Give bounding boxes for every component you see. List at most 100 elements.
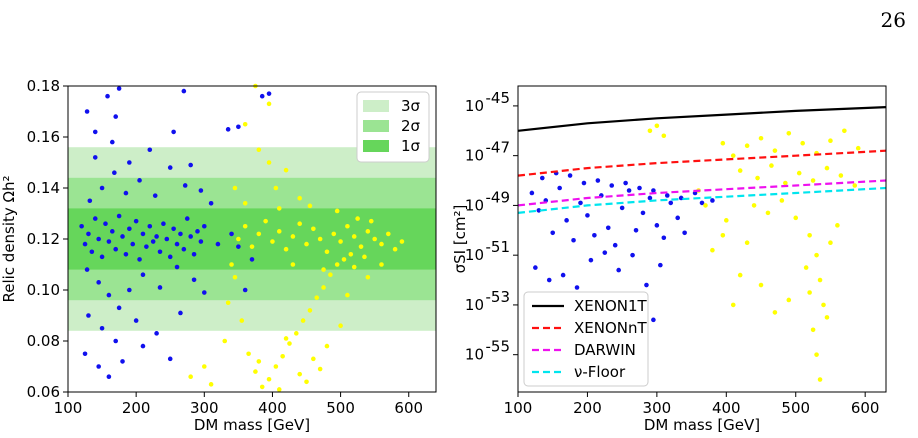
x-tick-label: 500 xyxy=(781,399,810,417)
scatter-point xyxy=(605,225,611,231)
scatter-point xyxy=(786,297,792,303)
scatter-point xyxy=(249,257,255,262)
scatter-point xyxy=(246,351,251,357)
scatter-point xyxy=(201,223,207,229)
scatter-point xyxy=(188,374,193,380)
scatter-point xyxy=(633,227,639,233)
y-axis-label: σSI [cm²] xyxy=(451,205,469,274)
scatter-point xyxy=(140,272,146,278)
scatter-point xyxy=(365,229,371,234)
scatter-point xyxy=(765,210,771,216)
scatter-point xyxy=(273,185,279,191)
scatter-point xyxy=(127,160,132,165)
scatter-point xyxy=(242,287,248,293)
scatter-point xyxy=(280,354,285,359)
scatter-point xyxy=(99,325,105,331)
scatter-point xyxy=(399,239,405,244)
y-tick-exponent: -53 xyxy=(486,288,511,306)
scatter-point xyxy=(208,382,214,387)
scatter-point xyxy=(557,185,562,191)
scatter-point xyxy=(536,208,542,213)
scatter-point xyxy=(92,216,98,221)
scatter-point xyxy=(150,239,156,244)
x-tick-label: 300 xyxy=(190,399,219,417)
scatter-point xyxy=(178,231,183,237)
y-tick-exponent: -55 xyxy=(486,338,511,356)
y-tick-label: 10 xyxy=(465,296,484,314)
scatter-point xyxy=(242,223,248,229)
scatter-point xyxy=(661,133,667,139)
scatter-point xyxy=(99,185,105,191)
scatter-point xyxy=(710,198,715,203)
scatter-point xyxy=(560,272,566,278)
scatter-point xyxy=(84,109,90,114)
y-tick-label: 10 xyxy=(465,97,484,115)
scatter-point xyxy=(116,305,122,311)
scatter-point xyxy=(351,264,357,270)
scatter-point xyxy=(300,318,306,323)
legend-swatch xyxy=(363,120,389,132)
scatter-point xyxy=(113,114,119,119)
scatter-point xyxy=(266,376,272,382)
y-tick-exponent: -51 xyxy=(486,238,511,256)
scatter-point xyxy=(304,241,309,247)
scatter-point xyxy=(724,218,729,223)
scatter-point xyxy=(334,262,340,267)
limit-line xyxy=(517,186,887,214)
legend-swatch xyxy=(363,140,389,152)
scatter-point xyxy=(283,246,289,252)
scatter-point xyxy=(564,218,569,223)
y-tick-label: 0.14 xyxy=(27,179,60,197)
scatter-point xyxy=(266,160,272,165)
scatter-point xyxy=(133,318,139,323)
scatter-point xyxy=(345,292,350,298)
scatter-point xyxy=(84,267,90,272)
scatter-point xyxy=(154,331,159,336)
scatter-point xyxy=(796,170,802,176)
scatter-point xyxy=(89,249,95,255)
scatter-point xyxy=(154,234,159,239)
scatter-point xyxy=(668,200,674,206)
y-tick-label: 0.16 xyxy=(27,128,60,146)
scatter-point xyxy=(682,230,687,236)
scatter-point xyxy=(626,188,632,193)
y-tick-label: 10 xyxy=(465,147,484,165)
scatter-point xyxy=(824,165,830,171)
scatter-point xyxy=(379,262,384,267)
scatter-point xyxy=(181,246,187,252)
scatter-point xyxy=(720,232,726,238)
scatter-point xyxy=(744,240,750,246)
scatter-point xyxy=(540,175,545,181)
scatter-point xyxy=(644,282,649,288)
scatter-point xyxy=(755,175,760,181)
scatter-point xyxy=(188,234,193,239)
x-tick-label: 500 xyxy=(326,399,355,417)
scatter-point xyxy=(651,317,656,323)
scatter-point xyxy=(338,239,343,244)
scatter-point xyxy=(293,331,299,336)
scatter-point xyxy=(182,183,188,188)
y-tick-label: 10 xyxy=(465,196,484,214)
scatter-point xyxy=(276,229,282,234)
y-tick-label: 0.06 xyxy=(27,383,60,401)
scatter-point xyxy=(208,201,214,206)
x-axis-label: DM mass [GeV] xyxy=(194,416,310,434)
scatter-point xyxy=(236,244,241,249)
y-tick-label: 10 xyxy=(465,246,484,264)
scatter-point xyxy=(178,310,183,316)
x-tick-label: 300 xyxy=(643,399,672,417)
scatter-point xyxy=(249,244,255,249)
limit-line xyxy=(517,149,887,177)
scatter-point xyxy=(737,272,743,278)
scatter-point xyxy=(120,359,125,364)
legend-label: 3σ xyxy=(401,97,421,115)
scatter-point xyxy=(157,285,163,290)
scatter-point xyxy=(222,338,228,344)
scatter-point xyxy=(253,369,258,374)
scatter-point xyxy=(817,377,823,382)
scatter-point xyxy=(368,218,374,224)
cross-section-plot: 100 200 300 400 500 60010-4510-4710-4910-5110… xyxy=(451,85,887,434)
scatter-point xyxy=(372,236,377,242)
scatter-point xyxy=(123,190,129,196)
scatter-point xyxy=(321,267,326,272)
